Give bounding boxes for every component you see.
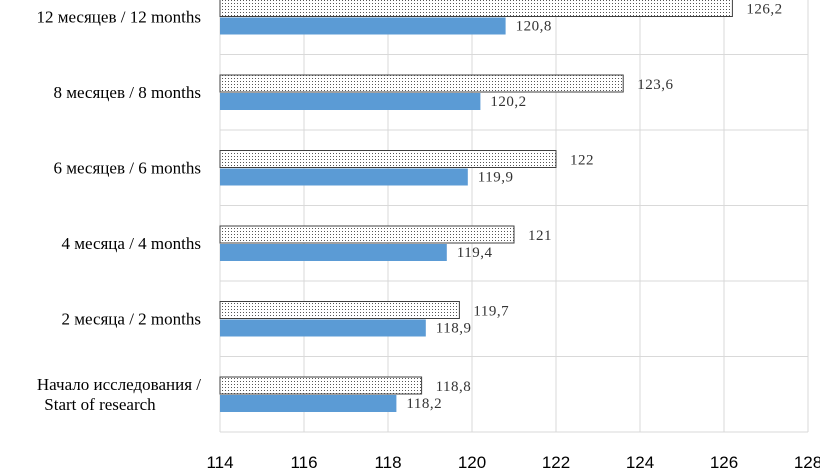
data-label-solid: 119,9	[478, 170, 514, 186]
x-axis-ticks: 114 116 118 120 122 124 126 128	[206, 453, 820, 472]
x-tick-label: 124	[626, 453, 654, 472]
category-label: 12 месяцев / 12 months	[36, 8, 201, 27]
data-label-solid: 120,2	[490, 94, 526, 110]
category-label-line: 4 месяца / 4 months	[61, 234, 201, 253]
data-label-dotted: 126,2	[746, 2, 782, 18]
category-label-line: Начало исследования /	[37, 375, 201, 394]
bar-solid	[220, 17, 506, 35]
x-tick-label: 120	[458, 453, 486, 472]
x-tick-label: 116	[290, 453, 317, 472]
data-label-dotted: 118,8	[436, 379, 472, 395]
data-label-solid: 120,8	[516, 19, 552, 35]
category-label: 4 месяца / 4 months	[61, 234, 201, 253]
bar-solid	[220, 395, 397, 412]
category-label-line: 8 месяцев / 8 months	[53, 83, 201, 102]
bar-solid	[220, 93, 481, 110]
data-label-dotted: 122	[570, 153, 594, 169]
bar-solid	[220, 319, 426, 337]
category-label: 8 месяцев / 8 months	[53, 83, 201, 102]
data-label-dotted: 123,6	[637, 77, 673, 93]
bar-dotted	[219, 225, 515, 244]
bar-dotted	[219, 0, 733, 17]
x-tick-label: 126	[710, 453, 738, 472]
x-tick-label: 118	[374, 453, 401, 472]
gridlines	[219, 0, 809, 433]
bars	[219, 0, 733, 412]
data-label-dotted: 121	[528, 228, 552, 244]
category-label-line: 2 месяца / 2 months	[61, 310, 201, 329]
category-label-line: 6 месяцев / 6 months	[53, 159, 201, 178]
data-label-solid: 118,9	[436, 321, 472, 337]
category-labels: Начало исследования / Start of research 2 …	[36, 8, 201, 415]
bar-dotted	[219, 301, 460, 319]
x-tick-label: 122	[542, 453, 570, 472]
bar-solid	[220, 244, 447, 261]
bar-dotted	[219, 376, 423, 395]
bar-solid	[220, 168, 468, 186]
category-label-line: 12 месяцев / 12 months	[36, 8, 201, 27]
bar-dotted	[219, 150, 557, 168]
x-tick-label: 114	[206, 453, 233, 472]
category-label: 2 месяца / 2 months	[61, 310, 201, 329]
category-label: 6 месяцев / 6 months	[53, 159, 201, 178]
category-label-line: Start of research	[44, 395, 156, 414]
bar-dotted	[219, 74, 624, 93]
x-tick-label: 128	[794, 453, 820, 472]
data-label-dotted: 119,7	[473, 304, 509, 320]
category-label: Начало исследования / Start of research	[37, 375, 201, 414]
data-label-solid: 118,2	[406, 396, 442, 412]
data-label-solid: 119,4	[457, 245, 493, 261]
